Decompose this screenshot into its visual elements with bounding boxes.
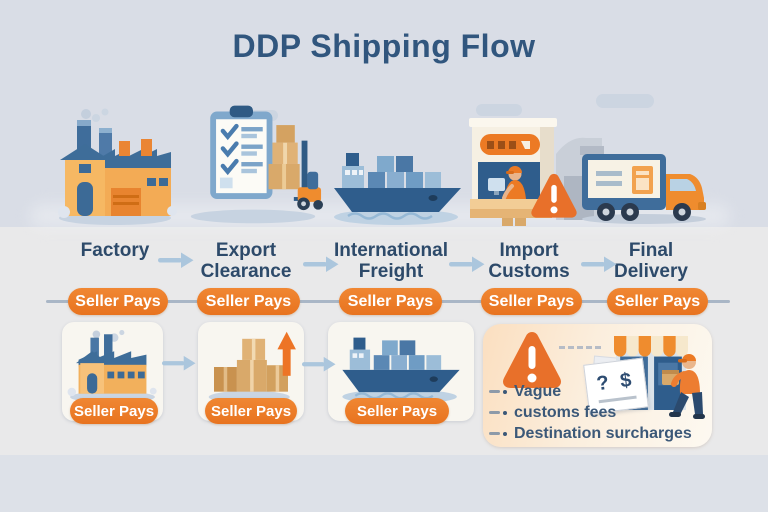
export-clearance-icon (190, 105, 323, 224)
cloud-icon (476, 104, 522, 116)
customs-warning-icon (531, 173, 577, 218)
bottom-background (0, 455, 768, 512)
fees-dashes (559, 346, 601, 349)
step-label-import-customs: Import Customs (488, 240, 570, 282)
seller-pays-badge: Seller Pays (339, 288, 442, 315)
warning-item: Destination surcharges (489, 423, 692, 444)
flow-arrow-icon (162, 355, 196, 371)
seller-pays-badge: Seller Pays (607, 288, 708, 315)
flow-arrow-icon (303, 256, 339, 272)
flow-arrow-icon (449, 256, 485, 272)
flow-arrow-icon (158, 252, 194, 268)
warning-item-label: Destination surcharges (514, 424, 692, 442)
step-label-international-freight: International Freight (333, 240, 448, 282)
step-label-factory: Factory (80, 240, 150, 261)
warning-item-label: customs fees (514, 403, 617, 421)
delivery-person-icon (662, 354, 705, 419)
warning-item-label: Vague (514, 382, 562, 400)
cloud-icon (596, 94, 654, 108)
warning-item: Vague (489, 381, 692, 402)
seller-pays-badge: Seller Pays (481, 288, 582, 315)
seller-pays-badge: Seller Pays (68, 288, 168, 315)
cargo-ship-icon (342, 337, 460, 405)
seller-pays-badge: Seller Pays (345, 398, 449, 424)
delivery-truck-icon (556, 137, 706, 224)
dash-marker-icon (489, 432, 500, 435)
factory-building-icon (67, 330, 157, 403)
flow-arrow-icon (581, 256, 617, 272)
seller-pays-badge: Seller Pays (205, 398, 297, 424)
page-title: DDP Shipping Flow (232, 28, 536, 64)
factory-icon (58, 108, 177, 225)
dot-marker-icon (503, 389, 507, 394)
cargo-ship-icon (334, 153, 461, 225)
dash-marker-icon (489, 411, 500, 414)
step-label-final-delivery: Final Delivery (614, 240, 688, 282)
dash-marker-icon (489, 390, 500, 393)
dot-marker-icon (503, 410, 507, 415)
dot-marker-icon (503, 431, 507, 436)
warning-list: Vague customs fees Destination surcharge… (489, 381, 692, 444)
step-label-export-clearance: Export Clearance (200, 240, 292, 282)
seller-pays-badge: Seller Pays (70, 398, 158, 424)
customs-booth-icon (469, 118, 557, 226)
flow-arrow-icon (302, 356, 336, 372)
warning-triangle-icon (503, 332, 561, 388)
stacked-boxes-cost-up-icon (208, 331, 296, 404)
seller-pays-badge: Seller Pays (197, 288, 300, 315)
warning-item: customs fees (489, 402, 692, 423)
